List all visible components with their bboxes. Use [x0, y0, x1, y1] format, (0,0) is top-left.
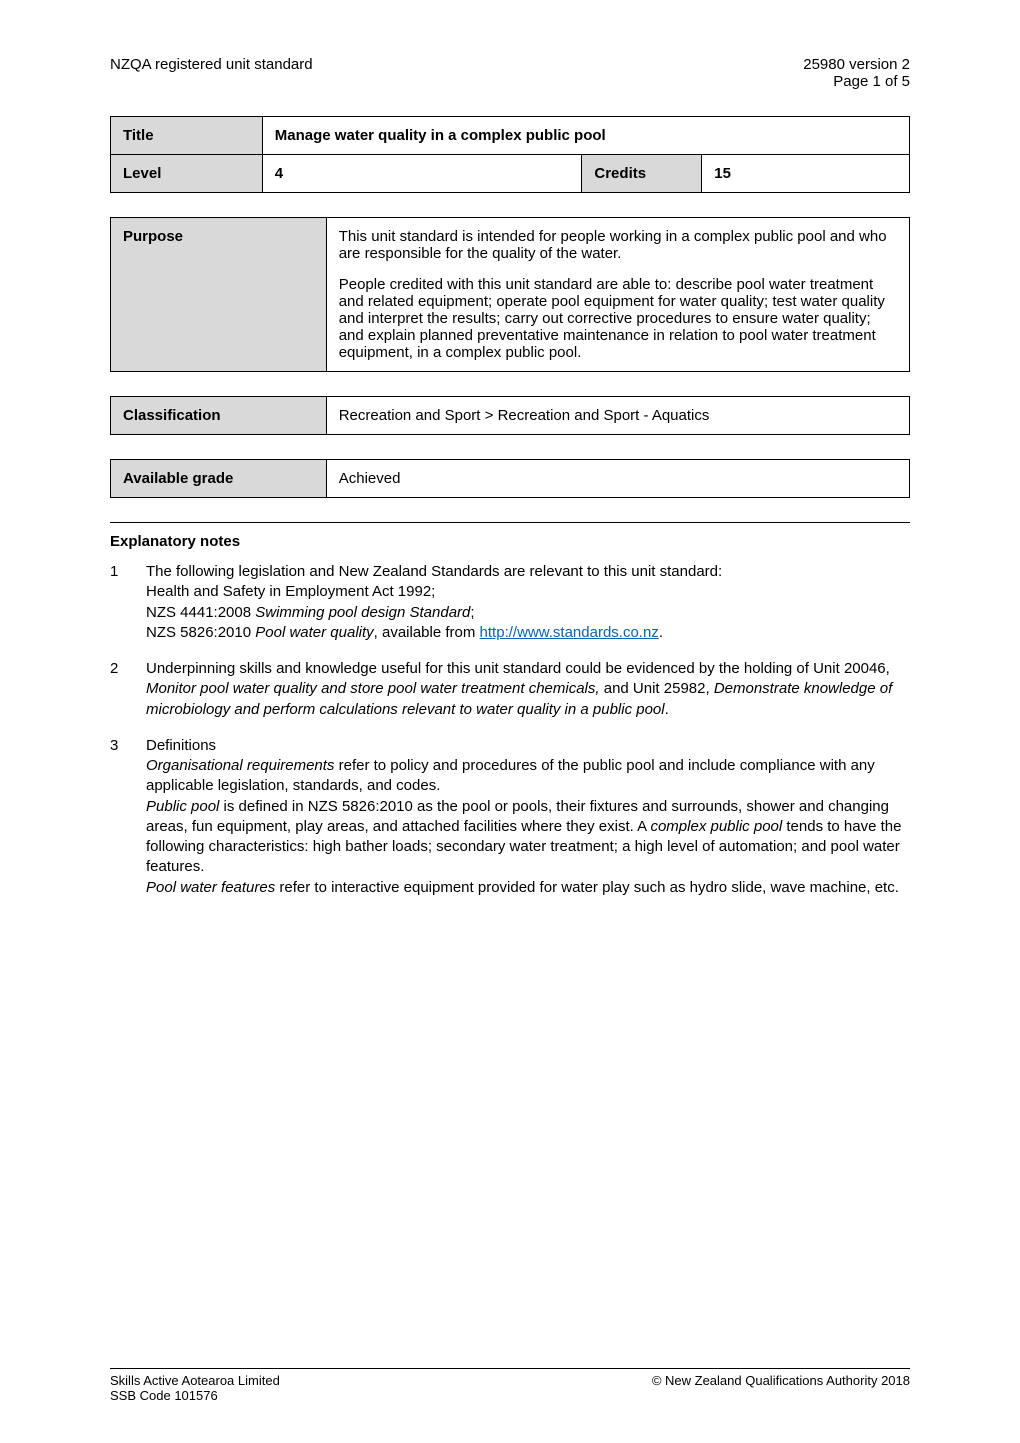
item-body: The following legislation and New Zealan… — [146, 562, 910, 643]
label-purpose: Purpose — [111, 218, 327, 372]
label-classification: Classification — [111, 397, 327, 435]
standards-link[interactable]: http://www.standards.co.nz — [480, 624, 659, 641]
footer-left-line1: Skills Active Aotearoa Limited — [110, 1373, 280, 1388]
label-title: Title — [111, 117, 263, 155]
item-body: Definitions Organisational requirements … — [146, 736, 910, 898]
explanatory-heading: Explanatory notes — [110, 533, 910, 550]
item-line: Public pool is defined in NZS 5826:2010 … — [146, 797, 910, 878]
value-purpose: This unit standard is intended for peopl… — [326, 218, 909, 372]
header-right: 25980 version 2 Page 1 of 5 — [803, 56, 910, 90]
item-line: Organisational requirements refer to pol… — [146, 756, 910, 797]
footer-right: © New Zealand Qualifications Authority 2… — [652, 1373, 910, 1403]
purpose-table: Purpose This unit standard is intended f… — [110, 217, 910, 372]
header-right-line1: 25980 version 2 — [803, 56, 910, 73]
footer-left: Skills Active Aotearoa Limited SSB Code … — [110, 1373, 280, 1403]
item-line: Pool water features refer to interactive… — [146, 878, 910, 898]
value-available-grade: Achieved — [326, 460, 909, 498]
item-line: Health and Safety in Employment Act 1992… — [146, 582, 910, 602]
header-right-line2: Page 1 of 5 — [803, 73, 910, 90]
footer-left-line2: SSB Code 101576 — [110, 1388, 280, 1403]
purpose-para1: This unit standard is intended for peopl… — [339, 228, 897, 262]
value-classification: Recreation and Sport > Recreation and Sp… — [326, 397, 909, 435]
value-credits: 15 — [702, 155, 910, 193]
page: NZQA registered unit standard 25980 vers… — [0, 0, 1020, 1443]
item-number: 2 — [110, 659, 146, 720]
item-line: NZS 4441:2008 Swimming pool design Stand… — [146, 603, 910, 623]
item-body: Underpinning skills and knowledge useful… — [146, 659, 910, 720]
explanatory-item: 1 The following legislation and New Zeal… — [110, 562, 910, 643]
page-footer: Skills Active Aotearoa Limited SSB Code … — [110, 1368, 910, 1403]
item-line: NZS 5826:2010 Pool water quality, availa… — [146, 623, 910, 643]
section-divider — [110, 522, 910, 523]
value-title: Manage water quality in a complex public… — [262, 117, 909, 155]
page-header: NZQA registered unit standard 25980 vers… — [110, 56, 910, 90]
explanatory-item: 2 Underpinning skills and knowledge usef… — [110, 659, 910, 720]
item-line: Definitions — [146, 736, 910, 756]
header-left: NZQA registered unit standard — [110, 56, 313, 90]
classification-table: Classification Recreation and Sport > Re… — [110, 396, 910, 435]
explanatory-item: 3 Definitions Organisational requirement… — [110, 736, 910, 898]
available-grade-table: Available grade Achieved — [110, 459, 910, 498]
item-line: Underpinning skills and knowledge useful… — [146, 659, 910, 720]
label-credits: Credits — [582, 155, 702, 193]
title-table: Title Manage water quality in a complex … — [110, 116, 910, 193]
item-number: 1 — [110, 562, 146, 643]
value-level: 4 — [262, 155, 582, 193]
label-available-grade: Available grade — [111, 460, 327, 498]
label-level: Level — [111, 155, 263, 193]
explanatory-list: 1 The following legislation and New Zeal… — [110, 562, 910, 898]
item-line: The following legislation and New Zealan… — [146, 562, 910, 582]
item-number: 3 — [110, 736, 146, 898]
purpose-para2: People credited with this unit standard … — [339, 276, 897, 361]
